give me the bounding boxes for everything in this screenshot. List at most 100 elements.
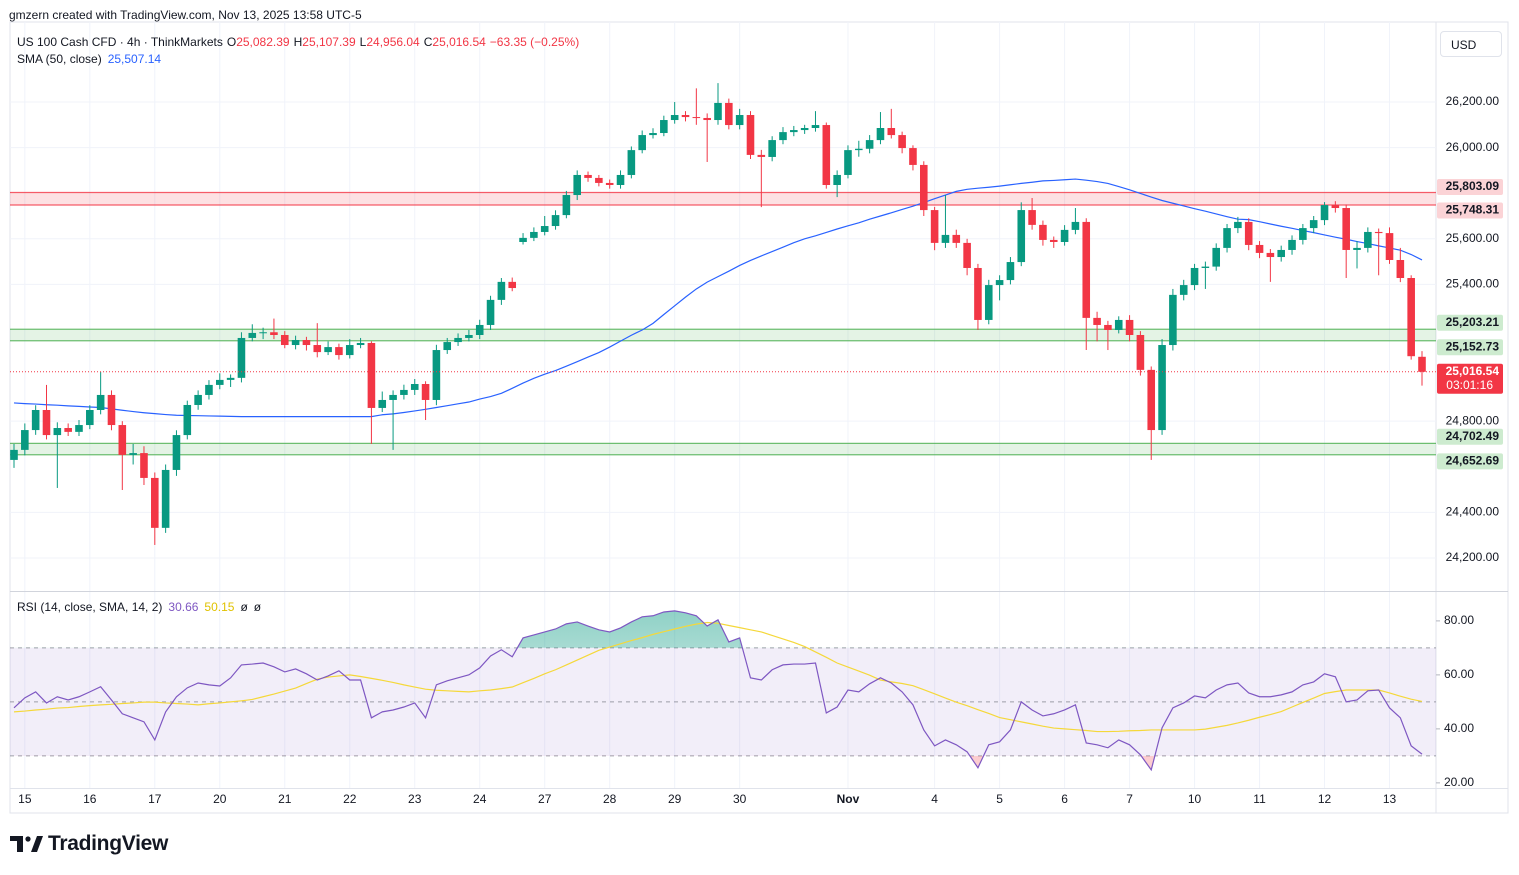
- candle-body: [844, 150, 852, 175]
- candle-body: [129, 453, 137, 455]
- x-tick-label: 21: [278, 792, 292, 806]
- candle-body: [974, 267, 982, 320]
- x-tick-label: 12: [1318, 792, 1332, 806]
- candle-body: [183, 404, 192, 436]
- candle-body: [1223, 228, 1231, 248]
- x-tick-label: 17: [148, 792, 162, 806]
- ohlc-value: 25,082.39: [236, 35, 290, 49]
- candle-body: [855, 148, 863, 151]
- candle-body: [421, 384, 430, 400]
- zone-price-tag: [1437, 453, 1503, 470]
- x-tick-label: 4: [931, 792, 938, 806]
- candle-body: [660, 120, 668, 134]
- candle-body: [811, 125, 820, 129]
- zone-price-tag: [1437, 339, 1503, 356]
- candle-body: [161, 469, 170, 528]
- candle-body: [389, 394, 397, 400]
- candle-body: [302, 340, 311, 346]
- zone-price-tag: [1437, 178, 1503, 195]
- last-price-label: 25,016.54: [1446, 364, 1500, 378]
- candle-body: [1093, 317, 1101, 325]
- x-tick-label: 20: [213, 792, 227, 806]
- candle-body: [757, 154, 766, 157]
- candle-body: [530, 231, 538, 238]
- axes: 15 16 17 20 21 22 23 24 27 28 29 30 Nov 4 5 6 7 10 11 12 13 2…: [18, 94, 1503, 806]
- candle-body: [1190, 267, 1199, 286]
- ohlc-item: L24,956.04: [360, 35, 420, 49]
- candle-body: [475, 324, 484, 335]
- rsi-tick-label: 20.00: [1444, 775, 1474, 789]
- candle-body: [443, 342, 452, 351]
- candle-body: [703, 117, 711, 121]
- candle-body: [1017, 210, 1026, 263]
- rsi-legend: RSI (14, close, SMA, 14, 2) 30.66 50.15 …: [17, 600, 261, 614]
- candle-body: [508, 281, 517, 289]
- currency-button[interactable]: USD: [1440, 31, 1502, 57]
- rsi-extra: ø: [240, 600, 248, 614]
- candle-body: [172, 435, 181, 470]
- candle-body: [53, 428, 62, 436]
- x-tick-label: 11: [1253, 792, 1266, 806]
- x-tick-label: 5: [996, 792, 1003, 806]
- candle-body: [670, 115, 679, 121]
- candle-body: [1158, 345, 1166, 431]
- candle-body: [140, 453, 148, 478]
- candle-body: [75, 425, 83, 432]
- candle-body: [10, 449, 18, 460]
- candle-body: [1277, 249, 1285, 258]
- candle-body: [1125, 319, 1134, 335]
- candle-body: [1342, 208, 1350, 250]
- candle-body: [1255, 244, 1264, 253]
- candle-body: [779, 132, 787, 141]
- zone-price-tag: [1437, 428, 1503, 445]
- candle-body: [1234, 221, 1242, 229]
- candle-body: [995, 280, 1004, 286]
- candle-body: [1060, 229, 1069, 242]
- rsi-value: 30.66: [168, 600, 199, 614]
- candle-body: [345, 345, 354, 356]
- candle-body: [497, 281, 506, 300]
- x-tick-label: 23: [408, 792, 422, 806]
- zone-price-tag: [1437, 202, 1503, 219]
- x-tick-label: 10: [1188, 792, 1202, 806]
- y-tick-label: 26,000.00: [1446, 140, 1500, 154]
- candle-body: [1114, 319, 1123, 330]
- rsi-tick-label: 80.00: [1444, 613, 1474, 627]
- candle-body: [768, 140, 776, 157]
- price-pane: [10, 83, 1436, 545]
- x-tick-label: 16: [83, 792, 97, 806]
- frame: [9, 21, 1509, 814]
- candle-body: [64, 428, 72, 432]
- candle-body: [800, 128, 809, 131]
- x-tick-label: 6: [1061, 792, 1068, 806]
- candle-body: [627, 150, 636, 175]
- candle-body: [649, 133, 657, 136]
- ohlc-prefix: H: [293, 35, 303, 49]
- candle-body: [725, 102, 733, 126]
- candle-body: [226, 377, 235, 380]
- rsi-pane: [10, 610, 1436, 772]
- candle-body: [1396, 259, 1405, 279]
- candle-body: [833, 174, 841, 185]
- candle-body: [714, 102, 722, 121]
- candle-body: [1212, 247, 1221, 267]
- candle-body: [1049, 239, 1058, 242]
- candle-body: [692, 117, 701, 119]
- candle-body: [270, 332, 278, 335]
- candle-body: [194, 394, 202, 405]
- candle-body: [984, 285, 993, 320]
- candle-body: [205, 384, 213, 395]
- candle-body: [1309, 220, 1318, 229]
- candle-body: [1006, 262, 1015, 281]
- change: −63.35 (−0.25%): [489, 35, 580, 49]
- candle-body: [324, 347, 332, 353]
- candle-body: [378, 399, 387, 408]
- candle-body: [681, 115, 690, 118]
- candle-body: [291, 340, 300, 346]
- candle-body: [465, 334, 473, 338]
- sma-line: [13, 178, 1423, 418]
- candle-body: [963, 242, 971, 268]
- candle-body: [909, 148, 917, 165]
